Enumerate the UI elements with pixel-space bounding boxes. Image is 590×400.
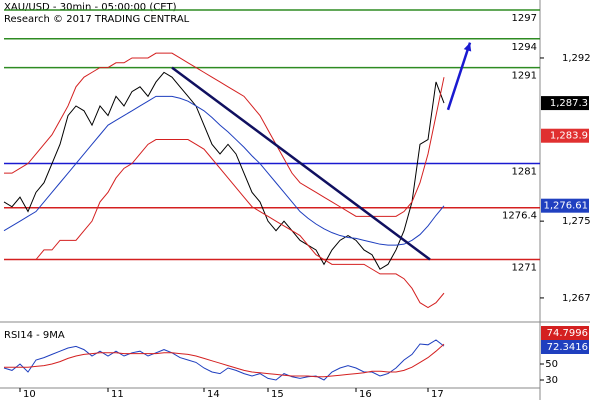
chart-title: XAU/USD - 30min - 05:00:00 (CET) <box>4 2 177 13</box>
level-label: 1281 <box>512 167 537 178</box>
rsi-tag <box>541 326 589 340</box>
x-tick-label: 16 <box>359 389 372 400</box>
chart-subtitle: Research © 2017 TRADING CENTRAL <box>4 14 190 25</box>
level-label: 1276.4 <box>502 211 537 222</box>
rsi-line <box>4 343 445 378</box>
x-tick-label: 14 <box>207 389 220 400</box>
level-label: 1297 <box>512 13 537 24</box>
price-line <box>4 52 445 217</box>
level-label: 1271 <box>512 263 537 274</box>
price-line <box>3 71 445 270</box>
rsi-tag-label: 72.3416 <box>547 342 588 353</box>
price-line <box>3 95 445 246</box>
price-line <box>4 139 445 309</box>
rsi-tag <box>541 340 589 354</box>
price-tag-label: 1,287.3 <box>550 98 588 109</box>
y-tick-label: 1,267 <box>562 293 590 304</box>
x-tick-label: 15 <box>271 389 284 400</box>
x-tick-label: 10 <box>23 389 36 400</box>
price-tag-label: 1,283.9 <box>550 131 588 142</box>
y-tick-label: 1,292 <box>562 53 590 64</box>
rsi-tag-label: 74.7996 <box>547 328 588 339</box>
price-tag-label: 1,276.61 <box>543 201 588 212</box>
level-label: 1294 <box>512 42 537 53</box>
rsi-tick-label: 30 <box>545 375 558 386</box>
rsi-tick-label: 50 <box>545 359 558 370</box>
price-tag <box>541 198 589 213</box>
price-tag <box>541 128 589 143</box>
x-tick-label: 11 <box>111 389 124 400</box>
arrow-head <box>463 42 472 52</box>
x-tick-label: 17 <box>431 389 444 400</box>
trendline <box>171 66 431 261</box>
level-label: 1291 <box>512 71 537 82</box>
rsi-title: RSI14 - 9MA <box>4 330 65 341</box>
arrow <box>446 42 472 111</box>
rsi-line <box>3 339 445 381</box>
price-tag <box>541 96 589 111</box>
y-tick-label: 1,275 <box>562 216 590 227</box>
